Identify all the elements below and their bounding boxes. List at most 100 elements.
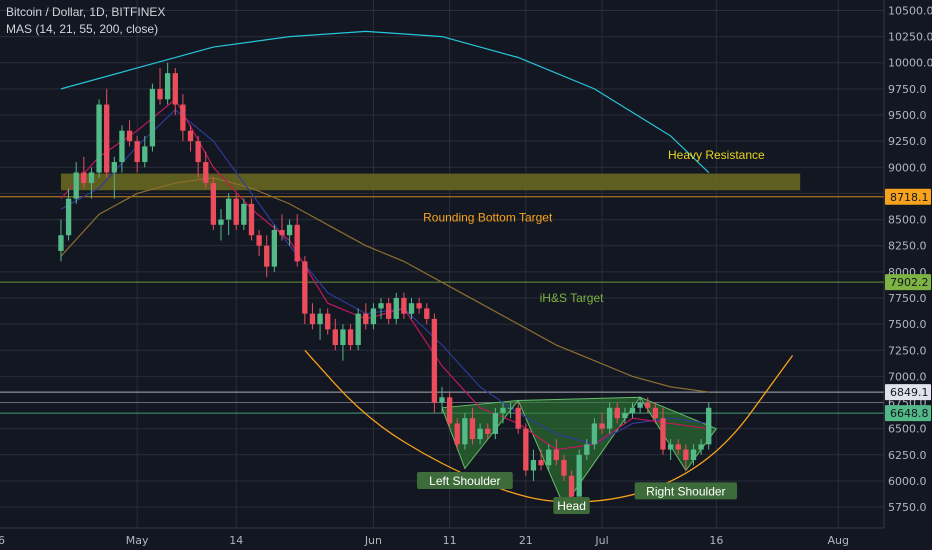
candle-body — [424, 308, 430, 319]
candle — [157, 67, 163, 105]
candle — [309, 303, 316, 330]
price-tick-label: 8250.0 — [888, 240, 927, 253]
candle — [431, 313, 438, 413]
price-level-badge-text: 8718.1 — [890, 191, 929, 204]
candle-body — [256, 235, 262, 246]
chart-header: Bitcoin / Dollar, 1D, BITFINEX MAS (14, … — [6, 4, 165, 38]
candle — [271, 224, 278, 272]
candle-body — [462, 418, 468, 445]
candle-body — [225, 198, 232, 220]
candle-body — [218, 219, 224, 225]
pattern-label: Left Shoulder — [416, 471, 513, 489]
candle — [104, 88, 110, 178]
moving-averages — [60, 30, 710, 451]
candle-body — [378, 303, 384, 309]
candle-body — [606, 407, 613, 429]
candles — [58, 62, 712, 502]
candle-body — [187, 130, 194, 142]
candle-body — [119, 130, 125, 163]
candle-body — [104, 104, 110, 173]
candle-body — [507, 407, 514, 409]
candle — [645, 397, 651, 413]
time-axis[interactable]: May 14 Jun 11 21 Jul 16 Aug 6 — [0, 527, 932, 550]
pattern-label: Head — [553, 497, 590, 515]
candle — [629, 402, 636, 419]
candle-body — [385, 303, 392, 319]
time-tick-label: 11 — [443, 534, 457, 547]
candle — [538, 449, 544, 471]
price-level-badge: 6648.8 — [885, 405, 931, 422]
candle-body — [164, 73, 171, 100]
candle — [225, 193, 232, 236]
candle — [393, 292, 399, 325]
candle — [370, 303, 377, 330]
annotation-heavy-resistance: Heavy Resistance — [668, 148, 765, 162]
candle — [203, 151, 209, 189]
price-tick-label: 9750.0 — [888, 83, 927, 96]
price-tick-label: 6500.0 — [888, 423, 927, 436]
candle-body — [660, 418, 666, 450]
candle-body — [485, 428, 491, 434]
candle-body — [96, 104, 102, 173]
candle — [446, 392, 453, 429]
candle-body — [698, 444, 704, 450]
candle-body — [538, 460, 544, 466]
candle-body — [637, 402, 643, 408]
candle — [256, 230, 262, 257]
candle-body — [645, 402, 651, 408]
candle-body — [332, 329, 338, 346]
candle — [81, 156, 87, 189]
candle-body — [210, 182, 217, 225]
price-level-badge: 7902.2 — [885, 274, 931, 291]
candle — [553, 439, 559, 466]
candle-body — [477, 428, 483, 440]
candle — [119, 125, 125, 173]
candle — [233, 193, 239, 231]
candle — [88, 167, 95, 199]
price-tick-label: 6000.0 — [888, 475, 927, 488]
candle — [302, 256, 308, 325]
annotation-ihs-target: iH&S Target — [540, 291, 604, 305]
candle — [424, 303, 430, 325]
pattern-label: Right Shoulder — [634, 482, 738, 500]
candle-body — [401, 297, 407, 314]
resistance-zone-rect — [60, 173, 801, 191]
price-level-badge-text: 6648.8 — [890, 407, 929, 420]
candle-body — [667, 444, 674, 450]
annotations: Heavy Resistance Rounding Bottom Target iH… — [416, 148, 765, 515]
candle-body — [683, 449, 689, 461]
candle — [690, 444, 697, 466]
candle — [385, 297, 392, 325]
price-tick-label: 10000.0 — [888, 57, 932, 70]
resistance-zone — [60, 173, 801, 191]
candle — [599, 412, 605, 434]
candle-body — [302, 261, 308, 314]
candle-body — [652, 407, 659, 419]
price-level-badge-bg — [885, 384, 931, 401]
candle — [248, 198, 255, 241]
candle-body — [65, 198, 72, 236]
candle-body — [340, 329, 346, 346]
candle — [134, 135, 140, 173]
price-level-badge-bg — [885, 274, 931, 291]
candle-body — [553, 449, 559, 461]
candle — [606, 402, 613, 434]
candle — [675, 439, 681, 455]
price-axis[interactable]: 5750.06000.06250.06500.06750.07000.07250… — [883, 0, 932, 550]
candle — [500, 402, 506, 424]
price-tick-label: 9000.0 — [888, 161, 927, 174]
candle — [65, 188, 72, 241]
candle-body — [134, 141, 140, 163]
time-tick-label: Jun — [364, 534, 382, 547]
candle-body — [195, 141, 201, 163]
time-axis-bg — [0, 528, 932, 550]
candle-body — [264, 245, 270, 267]
candle-body — [454, 423, 460, 445]
candle-body — [58, 235, 64, 251]
candle-body — [157, 88, 163, 100]
candle — [264, 235, 270, 278]
candle — [454, 418, 460, 450]
candle-body — [126, 130, 133, 142]
